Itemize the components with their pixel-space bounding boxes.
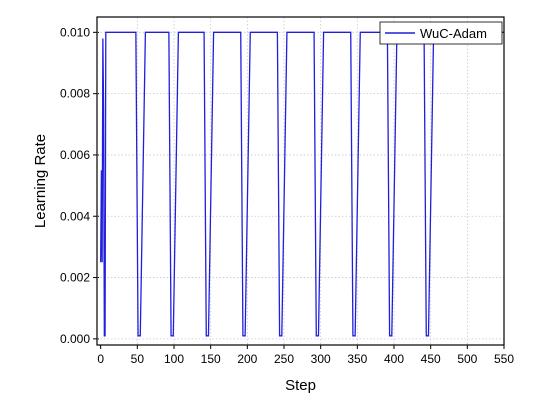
- x-tick-label: 450: [421, 352, 441, 366]
- y-axis-label: Learning Rate: [32, 134, 49, 228]
- x-axis-label: Step: [285, 377, 316, 394]
- y-tick-label: 0.000: [60, 332, 90, 346]
- plot-frame: [96, 16, 505, 346]
- x-tick-label: 500: [457, 352, 477, 366]
- x-tick-label: 150: [201, 352, 221, 366]
- y-tick-label: 0.008: [60, 87, 90, 101]
- series-layer: [100, 31, 504, 337]
- legend-box: [379, 21, 503, 45]
- grid-lines: [97, 17, 505, 345]
- y-tick-label: 0.010: [60, 25, 90, 39]
- y-tick-label: 0.002: [60, 271, 90, 285]
- x-tick-label: 100: [164, 352, 184, 366]
- legend-label-wuc-adam: WuC-Adam: [420, 26, 487, 41]
- x-tick-label: 400: [384, 352, 404, 366]
- x-tick-label: 50: [131, 352, 145, 366]
- y-axis-ticks: 0.000 0.002 0.004 0.006 0.008 0.010: [60, 25, 99, 346]
- series-line-wuc-adam: [100, 31, 504, 337]
- y-tick-label: 0.006: [60, 148, 90, 162]
- x-tick-label: 350: [347, 352, 367, 366]
- x-tick-label: 300: [311, 352, 331, 366]
- legend: WuC-Adam: [379, 21, 503, 45]
- x-tick-label: 200: [237, 352, 257, 366]
- x-tick-label: 250: [274, 352, 294, 366]
- x-axis-ticks: 0 50 100 150 200 250 300 350 400 450 500 550: [97, 345, 514, 366]
- y-tick-label: 0.004: [60, 209, 90, 223]
- x-tick-label: 550: [494, 352, 514, 366]
- x-tick-label: 0: [97, 352, 104, 366]
